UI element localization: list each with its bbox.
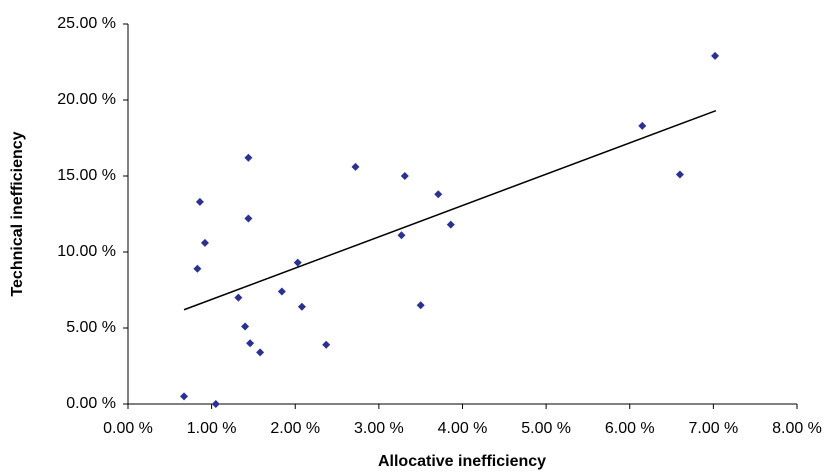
y-tick-label: 0.00 % [66, 395, 116, 412]
x-tick-label: 7.00 % [688, 420, 738, 437]
point [244, 214, 253, 223]
x-tick-label: 0.00 % [103, 420, 153, 437]
point [400, 172, 409, 180]
y-tick-label: 25.00 % [57, 15, 116, 32]
x-tick-label: 5.00 % [521, 420, 571, 437]
point [675, 170, 684, 179]
point [180, 392, 189, 401]
point [434, 190, 443, 199]
point [234, 293, 243, 302]
x-axis-title: Allocative inefficiency [378, 453, 546, 470]
x-tick-label: 3.00 % [354, 420, 404, 437]
point [200, 238, 209, 247]
point [397, 231, 406, 240]
x-tick-label: 6.00 % [605, 420, 655, 437]
point [211, 400, 220, 408]
point [195, 197, 204, 206]
y-axis-title: Technical inefficiency [9, 131, 26, 296]
point [246, 339, 255, 348]
point [277, 287, 286, 296]
point [322, 340, 331, 349]
y-tick-label: 5.00 % [66, 319, 116, 336]
y-tick-label: 15.00 % [57, 167, 116, 184]
x-tick-label: 1.00 % [187, 420, 237, 437]
point [193, 264, 202, 273]
point [256, 348, 265, 357]
x-tick-label: 2.00 % [270, 420, 320, 437]
point [446, 220, 455, 229]
point [241, 322, 250, 331]
x-tick-label: 8.00 % [772, 420, 822, 437]
point [416, 301, 425, 310]
point [244, 153, 253, 162]
trend-line [183, 109, 717, 311]
point [297, 302, 306, 311]
point [711, 51, 720, 60]
x-tick-label: 4.00 % [438, 420, 488, 437]
y-tick-label: 10.00 % [57, 243, 116, 260]
point [351, 162, 360, 171]
point [638, 121, 647, 130]
point [293, 258, 302, 267]
y-tick-label: 20.00 % [57, 91, 116, 108]
